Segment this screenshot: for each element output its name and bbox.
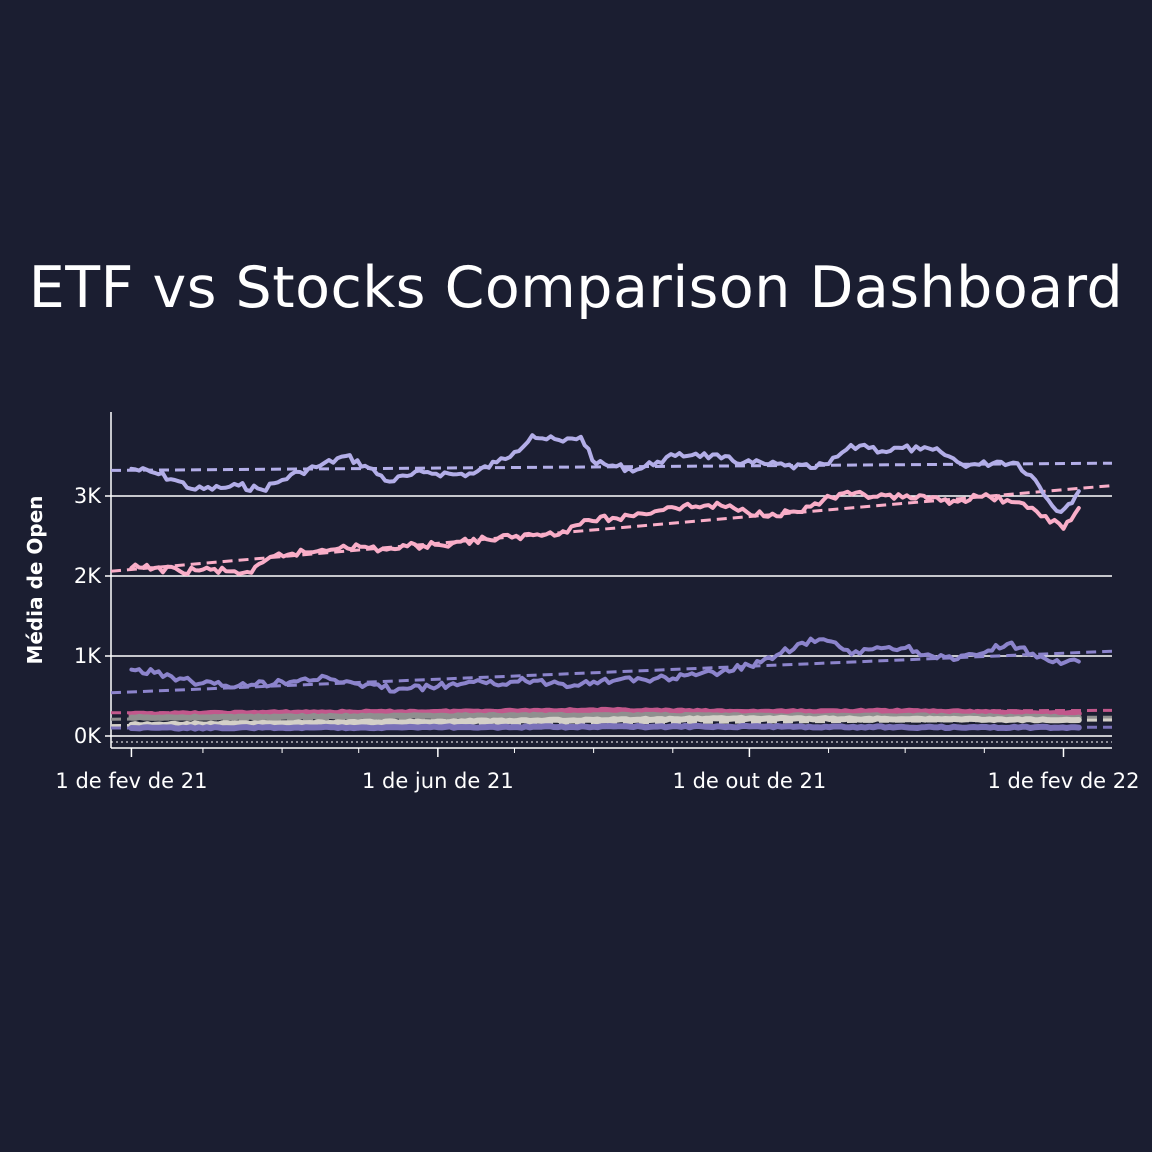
x-tick-label: 1 de fev de 22	[987, 769, 1139, 793]
y-tick-label: 2K	[74, 564, 102, 588]
tick-labels: 0K 1K 2K 3K 1 de fev de 21 1 de jun de 21 1 de…	[55, 484, 1139, 793]
series-line-6	[128, 714, 1082, 729]
series-line-2	[129, 489, 1081, 576]
series-line-7	[128, 722, 1082, 732]
x-tick-label: 1 de out de 21	[673, 769, 827, 793]
series-line-5	[128, 711, 1082, 722]
x-tick-label: 1 de jun de 21	[362, 769, 514, 793]
series-line-1	[129, 433, 1081, 514]
y-tick-label: 0K	[74, 724, 102, 748]
y-axis-title: Média de Open	[23, 495, 47, 664]
dashboard-title: ETF vs Stocks Comparison Dashboard	[28, 255, 1124, 321]
y-tick-label: 3K	[74, 484, 102, 508]
series-line-3	[129, 636, 1081, 694]
data-series	[128, 433, 1082, 732]
y-tick-label: 1K	[74, 644, 102, 668]
x-tick-label: 1 de fev de 21	[55, 769, 207, 793]
trend-lines	[110, 461, 1113, 730]
series-line-4	[128, 706, 1082, 718]
gridlines	[111, 495, 1112, 743]
